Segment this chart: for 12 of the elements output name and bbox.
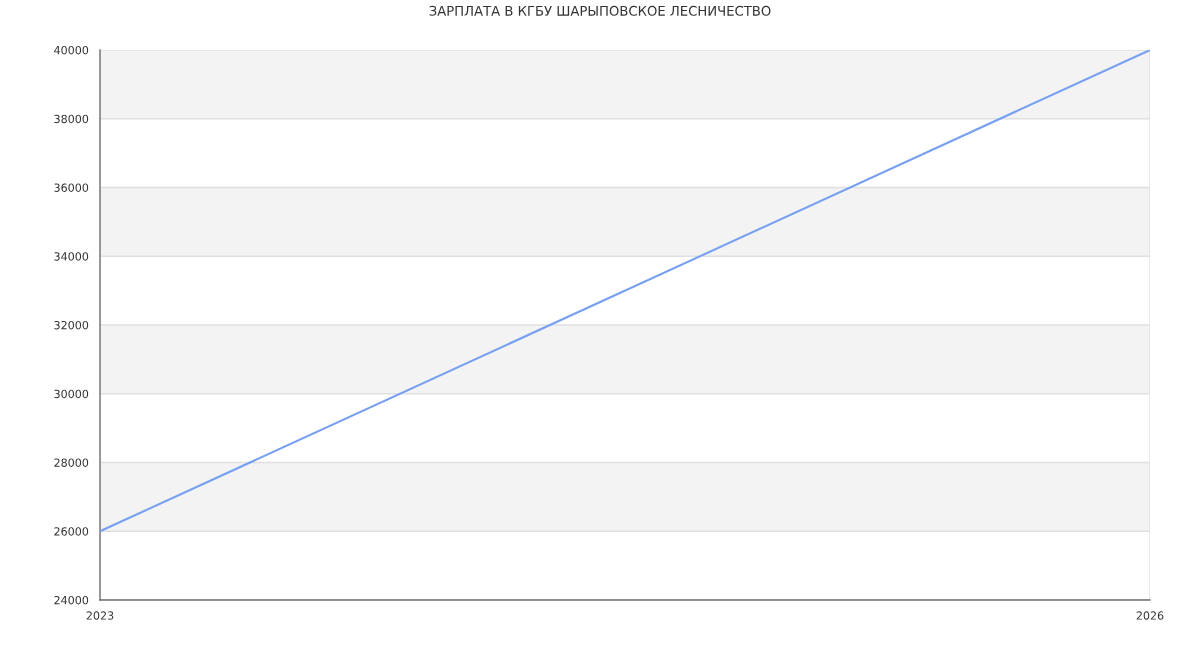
y-tick-label: 28000 <box>54 458 89 467</box>
y-tick-label: 34000 <box>54 252 89 261</box>
y-tick-label: 32000 <box>54 320 89 330</box>
y-tick-label: 30000 <box>54 389 89 399</box>
y-tick-label: 40000 <box>54 45 89 55</box>
chart-title: ЗАРПЛАТА В КГБУ ШАРЫПОВСКОЕ ЛЕСНИЧЕСТВО <box>429 5 771 16</box>
x-tick-label: 2026 <box>1136 611 1164 620</box>
x-tick-label: 2023 <box>86 611 114 620</box>
y-tick-label: 24000 <box>54 595 89 605</box>
y-tick-label: 36000 <box>54 183 89 192</box>
y-tick-label: 26000 <box>54 527 89 536</box>
y-tick-label: 38000 <box>54 114 89 124</box>
